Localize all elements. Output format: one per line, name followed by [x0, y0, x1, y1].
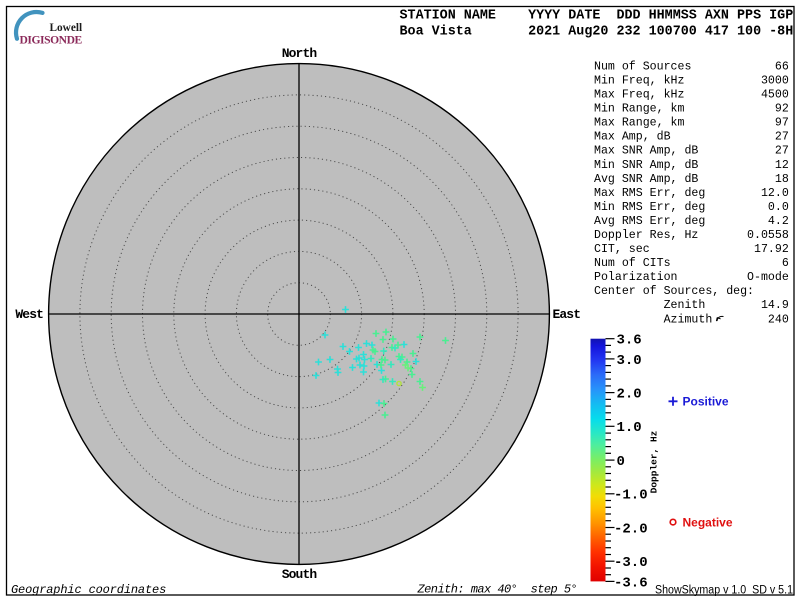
svg-text:Polarization O-mode: Polarization O-mode	[594, 271, 789, 284]
svg-text:Min Freq, kHz 3000: Min Freq, kHz 3000	[594, 75, 789, 88]
svg-text:Num of CITs 6: Num of CITs 6	[594, 257, 789, 270]
svg-text:1.0: 1.0	[617, 420, 642, 436]
svg-text:Boa Vista 2021 Aug20 232: Boa Vista 2021 Aug20 232 100700 417 100 …	[400, 25, 794, 40]
svg-text:Zenith 14.9: Zenith 14.9	[594, 299, 789, 312]
svg-text:Min SNR Amp, dB 12: Min SNR Amp, dB 12	[594, 159, 789, 172]
svg-text:Geographic coordinates: Geographic coordinates	[11, 583, 166, 597]
svg-text:Avg RMS Err, deg 4.2: Avg RMS Err, deg 4.2	[594, 215, 789, 228]
svg-text:East: East	[553, 307, 581, 322]
svg-text:Max Range, km 97: Max Range, km 97	[594, 117, 789, 130]
svg-text:DIGISONDE: DIGISONDE	[20, 34, 83, 47]
svg-text:Max Freq, kHz 4500: Max Freq, kHz 4500	[594, 89, 789, 102]
svg-text:ShowSkymap v 1.0 SD v 5.1: ShowSkymap v 1.0 SD v 5.1	[655, 585, 793, 597]
svg-text:-3.0: -3.0	[614, 555, 648, 571]
svg-text:Lowell: Lowell	[50, 22, 83, 34]
svg-text:West: West	[15, 307, 43, 322]
svg-text:North: North	[282, 46, 318, 61]
svg-text:Avg SNR Amp, dB 18: Avg SNR Amp, dB 18	[594, 173, 789, 186]
svg-text:3.0: 3.0	[617, 353, 642, 369]
svg-text:2.0: 2.0	[617, 387, 642, 403]
svg-text:Max Amp, dB 27: Max Amp, dB 27	[594, 131, 789, 144]
svg-text:Min RMS Err, deg 0.0: Min RMS Err, deg 0.0	[594, 201, 789, 214]
svg-text:CIT, sec 17.92: CIT, sec 17.92	[594, 243, 789, 256]
svg-text:Azimuth 240: Azimuth 240	[594, 313, 789, 326]
svg-text:Max SNR Amp, dB 27: Max SNR Amp, dB 27	[594, 145, 789, 158]
svg-text:Center of Sources, deg:: Center of Sources, deg:	[594, 285, 754, 298]
svg-text:Doppler Res, Hz 0.0558: Doppler Res, Hz 0.0558	[594, 229, 789, 242]
svg-text:Min Range, km 92: Min Range, km 92	[594, 103, 789, 116]
svg-text:South: South	[282, 567, 318, 582]
svg-text:Zenith: max 40° step 5°: Zenith: max 40° step 5°	[417, 583, 578, 597]
svg-text:3.6: 3.6	[617, 333, 642, 349]
svg-text:Max RMS Err, deg 12.0: Max RMS Err, deg 12.0	[594, 187, 789, 200]
svg-text:-2.0: -2.0	[614, 521, 648, 537]
svg-text:0: 0	[617, 454, 625, 470]
svg-text:-3.6: -3.6	[614, 575, 648, 591]
svg-text:STATION NAME YYYY DATE DDD: STATION NAME YYYY DATE DDD HHMMSS AXN PP…	[400, 9, 794, 24]
svg-text:Num of Sources 66: Num of Sources 66	[594, 60, 789, 73]
svg-text:Doppler, Hz: Doppler, Hz	[649, 431, 660, 494]
svg-text:Positive: Positive	[683, 395, 729, 409]
svg-text:Negative: Negative	[683, 515, 733, 529]
svg-text:-1.0: -1.0	[614, 488, 648, 504]
